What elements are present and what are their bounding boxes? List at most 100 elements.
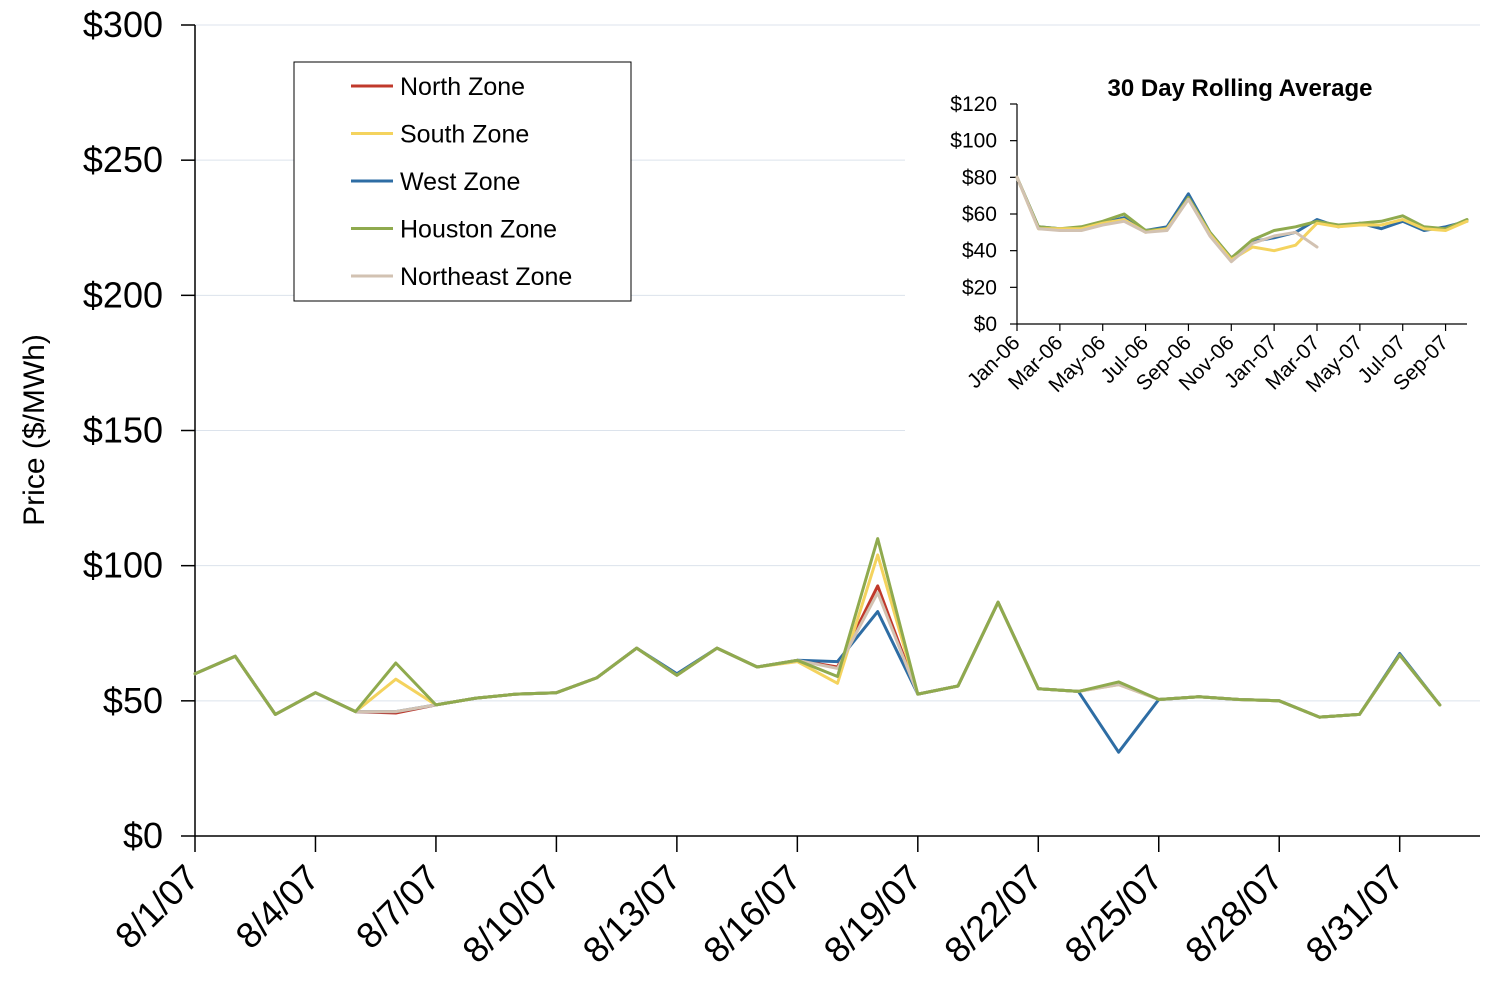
inset-data-point [1316, 220, 1318, 222]
data-point [877, 538, 879, 540]
data-point [917, 693, 919, 695]
inset-data-point [1316, 219, 1318, 220]
inset-series-line-houston-zone [1015, 175, 1469, 260]
inset-data-point [1102, 222, 1104, 224]
inset-series-northeast-zone [1015, 175, 1319, 264]
main-y-tick-label: $50 [103, 680, 163, 721]
main-y-tick-label: $250 [83, 139, 163, 180]
data-point [1399, 654, 1401, 656]
inset-data-point [1123, 220, 1125, 222]
inset-data-point [1016, 176, 1018, 178]
data-point [234, 655, 236, 657]
inset-data-point [1123, 219, 1125, 220]
data-point [435, 704, 437, 706]
inset-data-point [1423, 228, 1425, 230]
inset-data-point [1359, 222, 1361, 224]
data-point [997, 601, 999, 603]
data-point [796, 659, 798, 661]
legend: North Zone South Zone West Zone Houston Zon… [293, 61, 632, 302]
data-point [1118, 681, 1120, 683]
data-point [1439, 704, 1441, 706]
inset-data-point [1102, 224, 1104, 226]
main-x-tick-label: 8/1/07 [107, 857, 207, 957]
inset-data-point [1380, 220, 1382, 222]
data-point [395, 711, 397, 713]
inset-y-tick-label: $80 [962, 166, 997, 189]
inset-data-point [1316, 222, 1318, 224]
series-houston-zone [193, 537, 1442, 719]
data-point [475, 697, 477, 699]
data-point [1359, 713, 1361, 715]
main-series [193, 537, 1442, 754]
legend-item-houston-zone: Houston Zone [351, 216, 557, 244]
legend-item-south-zone: South Zone [351, 121, 529, 149]
inset-data-point [1080, 226, 1082, 228]
inset-data-point [1252, 239, 1254, 241]
inset-data-point [1402, 219, 1404, 220]
inset-y-tick-label: $100 [950, 130, 997, 153]
inset-data-point [1187, 197, 1189, 198]
data-point [1118, 684, 1120, 686]
inset-y-tick-label: $120 [950, 93, 997, 116]
data-point [1158, 698, 1160, 700]
main-y-tick-label: $100 [83, 545, 163, 586]
inset-data-point [1080, 230, 1082, 231]
main-x-tick-label: 8/7/07 [348, 857, 448, 957]
main-x-tick-label: 8/22/07 [936, 857, 1050, 971]
main-x-tick-label: 8/25/07 [1056, 857, 1170, 971]
inset-data-point [1295, 231, 1297, 233]
data-point [837, 676, 838, 678]
series-north-zone [193, 584, 1442, 719]
main-y-tick-label: $0 [123, 815, 163, 856]
data-point [555, 692, 557, 694]
data-point [877, 585, 879, 587]
inset-data-point [1037, 228, 1039, 230]
main-y-axis-title: Price ($/MWh) [18, 334, 51, 526]
data-point [837, 667, 838, 669]
legend-item-north-zone: North Zone [351, 73, 525, 101]
inset-data-point [1059, 228, 1061, 230]
data-point [355, 711, 357, 713]
legend-label: Houston Zone [400, 216, 557, 244]
main-y-tick-label: $300 [83, 4, 163, 45]
inset-data-point [1273, 250, 1275, 252]
data-point [1318, 716, 1320, 718]
inset-y-tick-label: $60 [962, 203, 997, 226]
inset-data-point [1059, 230, 1061, 231]
inset-data-point [1166, 230, 1168, 231]
inset-data-point [1359, 224, 1361, 226]
inset-data-point [1295, 226, 1297, 228]
legend-item-northeast-zone: Northeast Zone [351, 263, 572, 291]
inset-data-point [1337, 226, 1339, 228]
data-point [1118, 751, 1120, 753]
inset-data-point [1445, 230, 1447, 231]
inset-y-tick-label: $40 [962, 240, 997, 263]
inset-data-point [1466, 219, 1468, 220]
legend-label: West Zone [400, 168, 520, 196]
inset-data-point [1402, 215, 1404, 217]
inset-data-point [1252, 242, 1254, 244]
inset-chart: 30 Day Rolling Average $0 $20 $40 $60 $80 $10… [905, 62, 1485, 434]
data-point [837, 682, 838, 684]
inset-data-point [1123, 217, 1125, 219]
main-y-tick-label: $200 [83, 274, 163, 315]
data-point [194, 673, 196, 675]
inset-data-point [1273, 230, 1275, 231]
main-x-tick-label: 8/28/07 [1177, 857, 1291, 971]
inset-background [905, 62, 1485, 434]
main-x-tick-label: 8/19/07 [816, 857, 930, 971]
legend-box [293, 61, 632, 302]
data-point [395, 662, 397, 664]
inset-data-point [1295, 244, 1297, 246]
data-point [274, 713, 276, 715]
series-line-northeast-zone [193, 591, 1442, 719]
series-west-zone [193, 600, 1442, 754]
inset-series [1015, 175, 1469, 264]
inset-data-point [1123, 213, 1125, 215]
data-point [756, 666, 758, 668]
data-point [716, 647, 718, 649]
series-line-south-zone [193, 553, 1442, 719]
inset-data-point [1423, 230, 1425, 231]
inset-data-point [1145, 231, 1147, 233]
